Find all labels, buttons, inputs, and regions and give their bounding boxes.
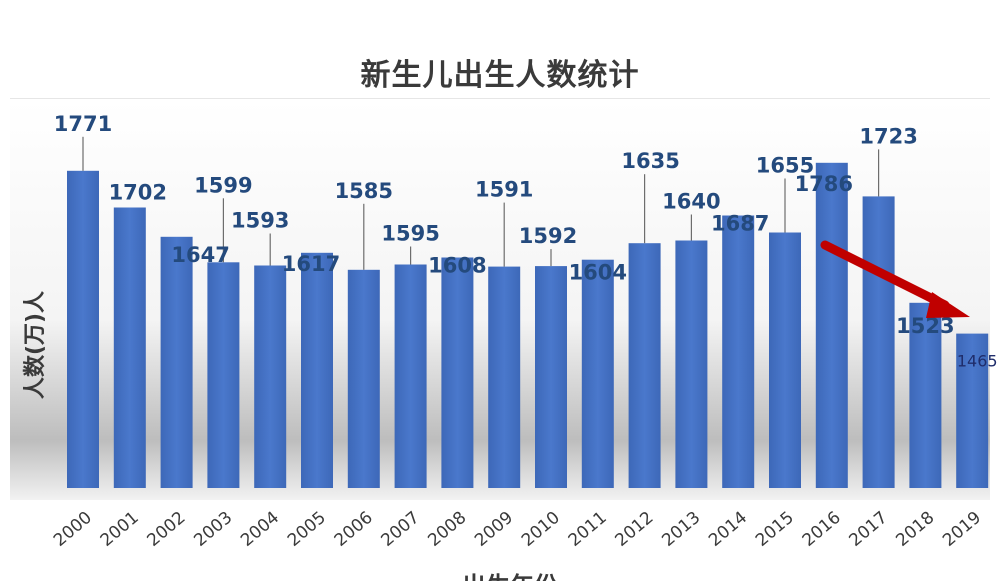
bar-2001: [113, 207, 146, 488]
bar-2008: [441, 257, 474, 488]
x-tick-2006: 2006: [331, 508, 377, 551]
x-tick-2000: 2000: [50, 508, 96, 551]
x-tick-2009: 2009: [471, 508, 517, 551]
data-label-2017: 1723: [859, 124, 917, 148]
bars-layer: [67, 162, 989, 489]
x-tick-2018: 2018: [892, 508, 938, 551]
data-labels-layer: 1771 1702 1647 1599 1593 1617 1585 1595 1608 1591…: [54, 112, 998, 371]
x-ticks-layer: 2000 2001 2002 2003 2004 2005 2006 2007 2008 2009…: [50, 508, 985, 551]
data-label-2018: 1523: [896, 314, 954, 338]
x-tick-2017: 2017: [846, 508, 892, 551]
data-label-2004: 1593: [231, 209, 289, 233]
bar-2012: [628, 243, 661, 488]
data-label-2007: 1595: [381, 222, 439, 246]
data-label-2005: 1617: [282, 252, 340, 276]
x-tick-2008: 2008: [424, 508, 470, 551]
data-label-2001: 1702: [109, 181, 167, 205]
bar-2000: [67, 170, 99, 489]
bar-2015: [769, 232, 801, 488]
x-axis-label: 出生年份: [462, 572, 559, 581]
bar-2019: [956, 333, 989, 488]
chart-title: 新生儿出生人数统计: [360, 58, 640, 93]
data-label-2016: 1786: [795, 172, 853, 196]
x-tick-2019: 2019: [939, 508, 985, 551]
bar-2011: [581, 259, 614, 488]
data-label-2013: 1640: [662, 190, 720, 214]
x-tick-2004: 2004: [237, 508, 283, 551]
bar-2017: [862, 196, 895, 488]
x-tick-2010: 2010: [518, 508, 564, 551]
data-label-2010: 1592: [519, 224, 577, 248]
data-label-2008: 1608: [428, 254, 486, 278]
trend-arrow-shaft: [820, 240, 950, 310]
data-label-2019: 1465: [957, 352, 998, 371]
data-label-2012: 1635: [621, 149, 679, 173]
bar-2014: [722, 215, 755, 488]
bar-2004: [254, 265, 287, 488]
leader-lines-layer: [82, 136, 880, 270]
data-label-2000: 1771: [54, 112, 112, 136]
bar-2007: [394, 264, 427, 488]
x-tick-2014: 2014: [705, 508, 751, 551]
x-tick-2001: 2001: [97, 508, 143, 551]
x-tick-2011: 2011: [565, 508, 611, 551]
x-tick-2003: 2003: [190, 508, 236, 551]
bar-2005: [301, 252, 333, 488]
trend-arrow: [820, 240, 970, 318]
data-label-2011: 1604: [569, 261, 627, 285]
title-divider: [10, 98, 990, 99]
data-label-2014: 1687: [711, 212, 769, 236]
bar-2009: [488, 266, 521, 488]
bar-2013: [675, 240, 708, 488]
data-label-2003: 1599: [194, 173, 252, 197]
bar-2002: [160, 236, 193, 488]
bar-2018: [909, 302, 942, 488]
bar-2006: [347, 269, 380, 488]
x-tick-2015: 2015: [752, 508, 798, 551]
data-label-2015: 1655: [756, 154, 814, 178]
data-label-2006: 1585: [335, 179, 393, 203]
bar-2016: [815, 162, 848, 489]
x-tick-2005: 2005: [284, 508, 330, 551]
bar-2003: [207, 262, 240, 488]
data-label-2002: 1647: [171, 243, 229, 267]
x-tick-2007: 2007: [378, 508, 424, 551]
x-tick-2002: 2002: [144, 508, 190, 551]
data-label-2009: 1591: [475, 178, 533, 202]
trend-arrow-head: [926, 292, 970, 318]
x-tick-2012: 2012: [612, 508, 658, 551]
x-tick-2016: 2016: [799, 508, 845, 551]
bar-2010: [535, 266, 567, 488]
x-tick-2013: 2013: [658, 508, 704, 551]
y-axis-label: 人数(万)人: [22, 291, 48, 399]
